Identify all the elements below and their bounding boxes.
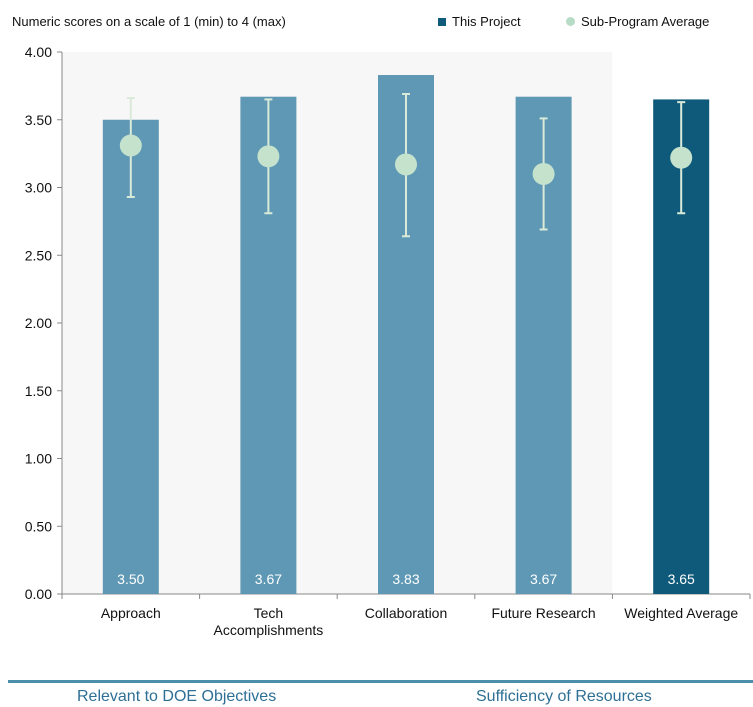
bar-value-label: 3.67	[530, 571, 557, 587]
legend-square-icon	[438, 17, 446, 26]
legend-sub-program-average: Sub-Program Average	[566, 14, 709, 29]
legend-this-project: This Project	[438, 14, 521, 29]
bar-approach	[102, 119, 159, 594]
y-tick-label: 1.50	[25, 383, 52, 399]
average-marker	[670, 146, 693, 169]
x-category-label: Approach	[101, 605, 161, 621]
y-tick-label: 3.50	[25, 112, 52, 128]
x-category-label: Collaboration	[365, 605, 448, 621]
x-category-label: Accomplishments	[214, 622, 324, 638]
x-category-label: Weighted Average	[624, 605, 738, 621]
footer-divider	[8, 680, 753, 683]
y-tick-label: 4.00	[25, 44, 52, 60]
average-marker	[395, 153, 417, 176]
x-category-label: Tech	[254, 605, 284, 621]
average-marker	[119, 134, 142, 157]
y-tick-label: 1.00	[25, 451, 52, 467]
legend-average-label: Sub-Program Average	[581, 14, 710, 29]
y-tick-label: 3.00	[25, 180, 52, 196]
x-category-label: Future Research	[491, 605, 595, 621]
y-tick-label: 2.50	[25, 247, 52, 263]
y-tick-label: 2.00	[25, 315, 52, 331]
bar-value-label: 3.67	[255, 571, 282, 587]
bar-value-label: 3.50	[117, 571, 144, 587]
bar-chart: 0.00 0.50 1.00 1.50 2.00 2.50 3.00 3.50 4.00 3.50…	[25, 44, 751, 638]
footer-label-relevant: Relevant to DOE Objectives	[77, 688, 277, 705]
bar-value-label: 3.65	[668, 571, 695, 587]
chart-subtitle: Numeric scores on a scale of 1 (min) to …	[12, 14, 286, 29]
average-marker	[257, 145, 280, 168]
legend-this-project-label: This Project	[452, 14, 521, 29]
average-marker	[532, 162, 555, 185]
y-tick-label: 0.00	[25, 586, 52, 602]
legend-dot-icon	[566, 17, 575, 26]
footer-label-sufficiency: Sufficiency of Resources	[476, 688, 652, 705]
y-tick-label: 0.50	[25, 518, 52, 534]
bar-value-label: 3.83	[392, 571, 419, 587]
